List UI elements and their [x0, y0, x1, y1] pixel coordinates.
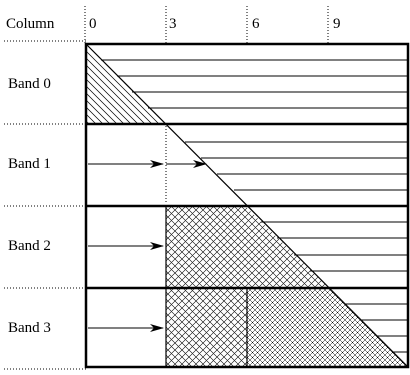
band-label-1: Band 1 — [8, 156, 51, 172]
band3-crosshatch-block — [166, 288, 247, 367]
band3-fine-crosshatch-triangle — [247, 288, 408, 367]
row-lines — [101, 59, 408, 353]
column-tick-0: 0 — [89, 16, 97, 32]
band-label-3: Band 3 — [8, 320, 51, 336]
column-tick-9: 9 — [333, 16, 341, 32]
band-label-0: Band 0 — [8, 76, 51, 92]
dependency-arrows — [88, 160, 207, 332]
band-dividers — [86, 122, 408, 290]
column-dotted-guides — [4, 6, 329, 44]
block-boundaries — [165, 206, 248, 367]
matrix-frame — [84, 42, 410, 369]
band2-crosshatch-region — [166, 206, 329, 288]
column-tick-3: 3 — [169, 16, 177, 32]
column-header-label: Column — [6, 16, 55, 32]
band-label-2: Band 2 — [8, 238, 51, 254]
column-tick-6: 6 — [252, 16, 260, 32]
